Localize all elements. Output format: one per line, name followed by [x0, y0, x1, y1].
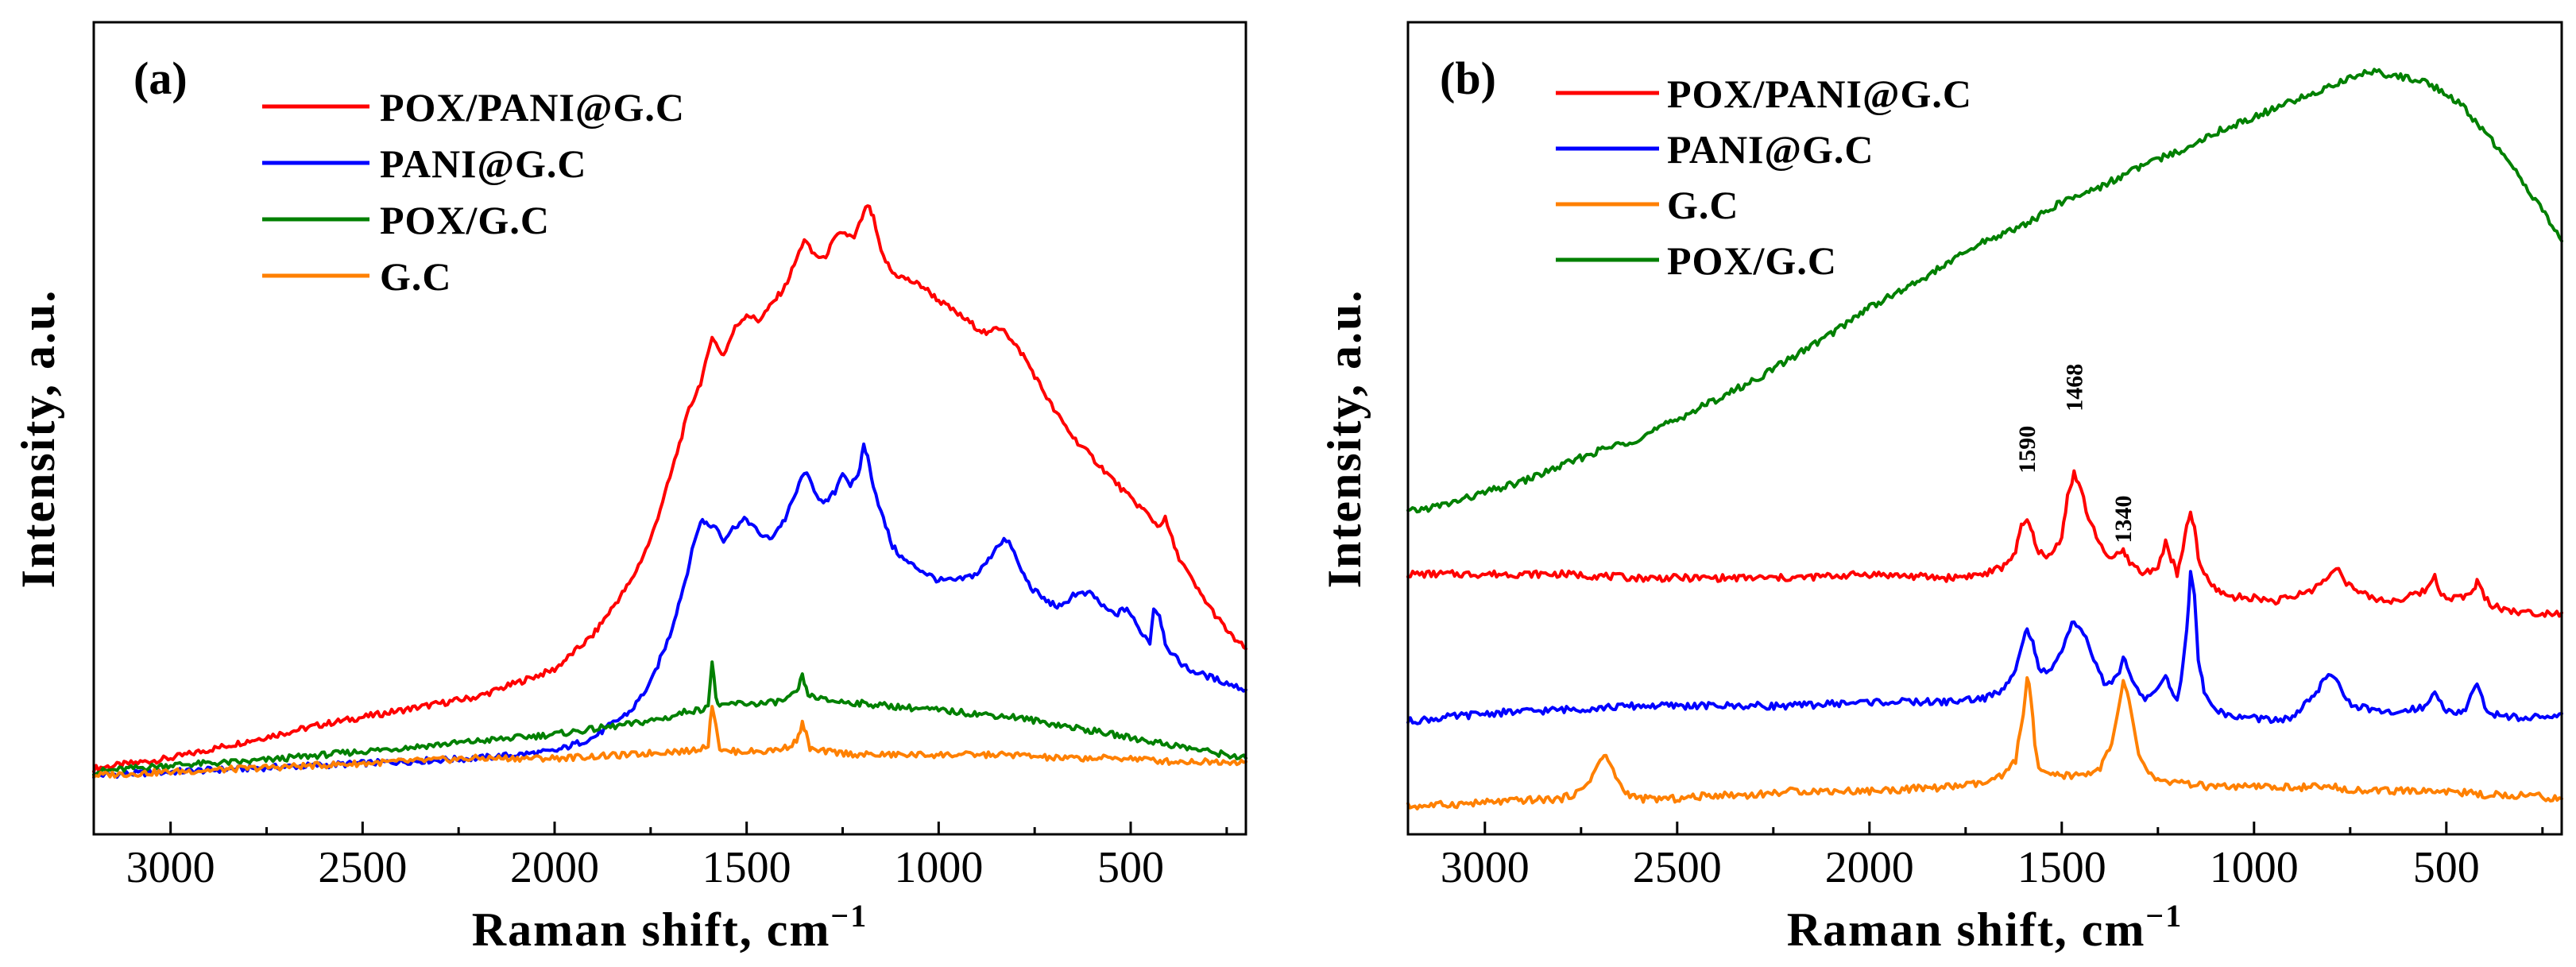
panel-a-series-g-c [92, 705, 1247, 779]
x-tick-label: 2000 [510, 843, 599, 892]
x-tick-label: 2500 [1633, 843, 1722, 892]
x-tick-label: 2500 [318, 843, 407, 892]
panel-a-legend-item-pox-gc: POX/G.C [262, 198, 550, 242]
x-tick-label: 3000 [126, 843, 215, 892]
panel-b-label: (b) [1440, 52, 1496, 104]
legend-label: POX/PANI@G.C [380, 85, 685, 130]
panel-a-ylabel: Intensity, a.u. [12, 289, 64, 589]
legend-label: PANI@G.C [1667, 127, 1874, 172]
legend-label: PANI@G.C [380, 141, 587, 186]
panel-b-legend: POX/PANI@G.C PANI@G.C G.C POX/G.C [1556, 72, 1972, 283]
panel-b-legend-item-pox-pani-gc: POX/PANI@G.C [1556, 72, 1972, 116]
x-tick-label: 500 [1097, 843, 1164, 892]
panel-a: Intensity, a.u. 3000 2500 2000 1500 1000 500 … [12, 21, 1247, 956]
panel-a-plot-frame [92, 21, 1247, 836]
panel-a-legend: POX/PANI@G.C PANI@G.C POX/G.C G.C [262, 85, 685, 299]
panel-a-series-group [92, 204, 1247, 779]
peak-annotation-1340: 1340 [2110, 496, 2137, 543]
panel-b-series-group [1406, 68, 2563, 810]
panel-b-plot-frame [1406, 21, 2563, 836]
panel-b-series-g-c [1406, 676, 2563, 810]
panel-b-series-pani-g-c [1406, 570, 2563, 725]
panel-a-series-pox-pani-g-c [92, 204, 1247, 773]
x-tick-label: 1500 [2017, 843, 2106, 892]
x-tick-label: 1500 [702, 843, 791, 892]
peak-annotation-1590: 1590 [2014, 426, 2040, 474]
x-tick-label: 2000 [1825, 843, 1914, 892]
panel-b-legend-item-pani-gc: PANI@G.C [1556, 127, 1874, 172]
panel-a-legend-item-pox-pani-gc: POX/PANI@G.C [262, 85, 685, 130]
panel-a-legend-item-pani-gc: PANI@G.C [262, 141, 587, 186]
panel-b-xlabel-main: Raman shift, cm [1787, 903, 2146, 956]
panel-a-xlabel-superscript: −1 [830, 898, 868, 934]
panel-b-xlabel-superscript: −1 [2145, 898, 2183, 934]
panel-b-legend-item-pox-gc: POX/G.C [1556, 238, 1837, 283]
panel-a-x-ticks: 3000 2500 2000 1500 1000 500 [126, 822, 1228, 892]
x-tick-label: 3000 [1441, 843, 1530, 892]
x-tick-label: 1000 [894, 843, 983, 892]
legend-label: G.C [380, 254, 452, 299]
panel-b-xlabel: Raman shift, cm−1 [1787, 898, 2183, 956]
panel-a-xlabel: Raman shift, cm−1 [472, 898, 868, 956]
panel-b-series-pox-pani-g-c [1406, 469, 2563, 618]
peak-annotation-1468: 1468 [2061, 364, 2087, 412]
panel-a-label: (a) [133, 52, 188, 104]
legend-label: G.C [1667, 183, 1739, 227]
panel-a-series-pox-g-c [92, 660, 1247, 777]
panel-b-series-pox-g-c [1406, 68, 2563, 514]
panel-b-ylabel: Intensity, a.u. [1318, 289, 1371, 589]
panel-b-legend-item-gc: G.C [1556, 183, 1739, 227]
panel-b-peak-annotations: 1590 1468 1340 [2014, 364, 2137, 543]
panel-a-legend-item-gc: G.C [262, 254, 452, 299]
panel-b-x-ticks: 3000 2500 2000 1500 1000 500 [1441, 822, 2544, 892]
x-tick-label: 1000 [2210, 843, 2299, 892]
panel-a-xlabel-main: Raman shift, cm [472, 903, 831, 956]
legend-label: POX/G.C [1667, 238, 1837, 283]
legend-label: POX/PANI@G.C [1667, 72, 1972, 116]
panel-a-series-pani-g-c [92, 442, 1247, 779]
x-tick-label: 500 [2413, 843, 2480, 892]
panel-b: Intensity, a.u. 3000 2500 2000 1500 1000 500 … [1318, 21, 2563, 956]
legend-label: POX/G.C [380, 198, 550, 242]
